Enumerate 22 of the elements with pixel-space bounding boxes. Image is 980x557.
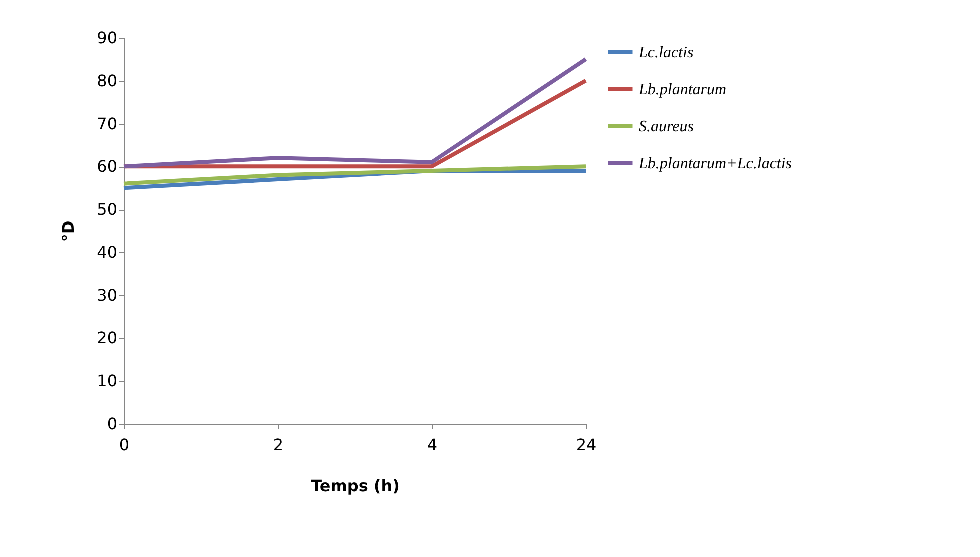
y-tick-label: 10 (97, 372, 118, 391)
x-tick-label: 4 (427, 436, 438, 454)
line-series (122, 164, 588, 186)
x-tick-label: 2 (273, 436, 284, 454)
x-tick-label: 0 (119, 436, 130, 454)
y-tick-label: 80 (97, 71, 118, 90)
legend-label: Lb.plantarum+Lc.lactis (638, 156, 792, 172)
y-tick-label: 50 (97, 200, 118, 220)
y-tick-label: 40 (97, 242, 118, 262)
y-tick-label: 20 (97, 328, 118, 348)
x-tick-label: 24 (576, 436, 597, 454)
y-axis-title: °D (59, 220, 78, 242)
y-tick-label: 60 (97, 157, 118, 176)
y-tick-label: 90 (97, 28, 118, 48)
x-axis-title: Temps (h) (311, 476, 400, 496)
legend-label: S.aureus (639, 118, 694, 136)
y-tick-label: 70 (97, 114, 118, 134)
y-tick-label: 0 (107, 414, 118, 434)
legend-label: Lc.lactis (638, 44, 694, 62)
legend-label: Lb.plantarum (638, 82, 727, 98)
y-tick-label: 30 (97, 286, 118, 305)
line-series (122, 57, 588, 169)
